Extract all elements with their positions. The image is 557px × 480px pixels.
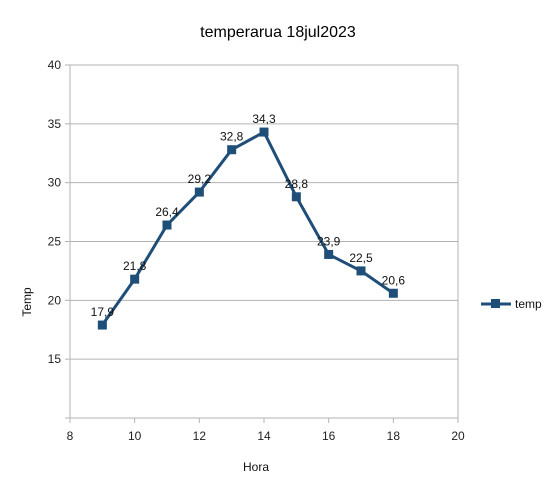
x-tick-labels: 8 10 12 14 16 18 20 — [67, 429, 465, 443]
data-label: 26,4 — [155, 205, 179, 219]
data-label: 34,3 — [252, 112, 276, 126]
data-point — [259, 127, 269, 137]
grid-lines — [70, 64, 458, 360]
y-tick-label: 15 — [48, 352, 62, 366]
x-axis-label: Hora — [243, 460, 269, 474]
legend: temp — [481, 297, 542, 311]
data-label: 32,8 — [220, 130, 244, 144]
data-label: 29,2 — [188, 172, 212, 186]
legend-marker — [491, 299, 500, 308]
data-point — [324, 249, 334, 259]
y-tick-labels: 15 20 25 30 35 40 — [48, 58, 62, 366]
data-label: 28,8 — [285, 177, 309, 191]
x-tick-label: 20 — [451, 429, 465, 443]
data-point — [97, 320, 107, 330]
data-label: 20,6 — [382, 273, 406, 287]
legend-label: temp — [515, 297, 542, 311]
data-label: 23,9 — [317, 234, 341, 248]
data-point — [130, 274, 140, 284]
data-point — [227, 145, 237, 155]
x-tick-label: 14 — [257, 429, 271, 443]
y-tick-label: 25 — [48, 235, 62, 249]
data-label: 17,9 — [91, 305, 115, 319]
chart-title: temperarua 18jul2023 — [200, 24, 356, 41]
data-point — [162, 220, 172, 230]
x-tick-label: 10 — [128, 429, 142, 443]
series-line-temp — [101, 130, 395, 326]
x-tick-label: 16 — [322, 429, 336, 443]
data-labels: 17,9 21,8 26,4 29,2 32,8 34,3 28,8 23,9 22,5 20,6 — [91, 112, 406, 319]
y-tick-label: 40 — [48, 58, 62, 72]
y-axis-label: Temp — [20, 287, 34, 317]
data-label: 21,8 — [123, 259, 147, 273]
data-point — [194, 187, 204, 197]
y-tick-label: 30 — [48, 176, 62, 190]
data-point — [388, 288, 398, 298]
x-tick-label: 8 — [67, 429, 74, 443]
y-tick-label: 20 — [48, 293, 62, 307]
series-group — [97, 127, 398, 330]
axes — [65, 64, 459, 423]
x-tick-label: 18 — [387, 429, 401, 443]
y-tick-label: 35 — [48, 117, 62, 131]
data-label: 22,5 — [349, 251, 373, 265]
data-point — [291, 192, 301, 202]
data-point — [356, 266, 366, 276]
x-tick-label: 12 — [193, 429, 207, 443]
